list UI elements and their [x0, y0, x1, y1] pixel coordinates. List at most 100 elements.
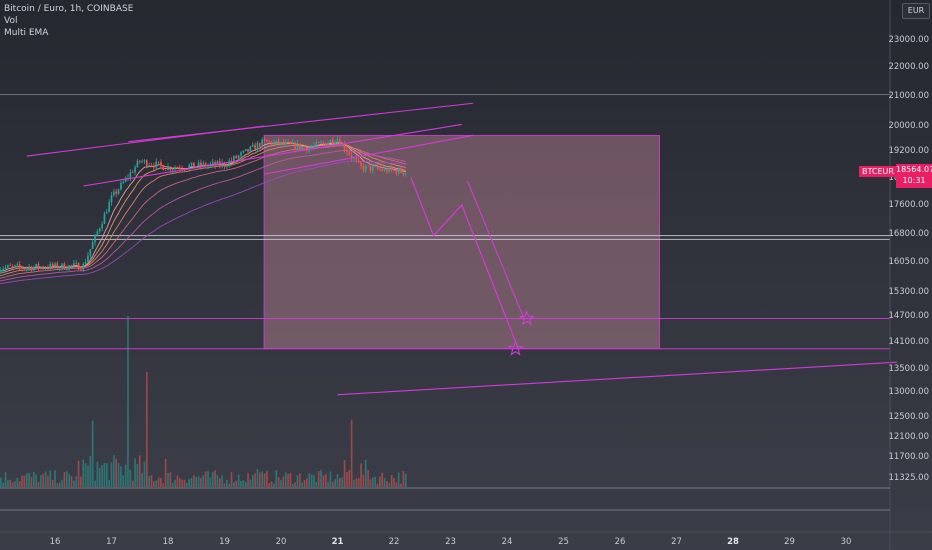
volume-bar: [115, 458, 118, 487]
candle-body: [28, 266, 30, 268]
volume-bar: [251, 475, 254, 487]
volume-bar: [400, 483, 402, 487]
currency-button[interactable]: EUR: [902, 3, 930, 19]
volume-bar: [367, 470, 369, 487]
volume-bar: [249, 479, 252, 487]
candle-body: [190, 162, 193, 166]
volume-bar: [237, 474, 240, 487]
candle-body: [148, 165, 150, 167]
candle-body: [108, 202, 110, 213]
volume-bar: [122, 475, 125, 487]
candle-body: [237, 155, 240, 159]
volume-bar: [117, 463, 120, 487]
volume-bar: [383, 477, 386, 487]
volume-bar: [308, 473, 311, 487]
volume-bar: [197, 476, 200, 487]
volume-bar: [404, 473, 407, 487]
candle-body: [371, 166, 374, 171]
target-zone: [263, 134, 660, 350]
volume-bar: [369, 479, 372, 487]
candle-body: [355, 158, 358, 161]
candle-body: [197, 162, 200, 167]
volume-bar: [11, 482, 14, 487]
volume-bar: [148, 476, 150, 487]
candle-body: [200, 162, 202, 167]
candle-body: [256, 143, 259, 150]
candle-body: [310, 147, 313, 149]
volume-bar: [244, 482, 247, 487]
volume-bar: [25, 473, 28, 487]
volume-bar: [103, 462, 106, 487]
candle-body: [155, 161, 158, 168]
volume-bar: [310, 474, 313, 487]
candle-body: [141, 161, 143, 163]
volume-bar: [153, 481, 155, 487]
legend-ema: Multi EMA: [4, 28, 49, 38]
candle-body: [350, 154, 353, 159]
candle-body: [404, 172, 407, 175]
volume-bar: [101, 464, 103, 487]
volume-bar: [242, 480, 245, 487]
candle-body: [117, 189, 120, 194]
volume-bar: [96, 461, 99, 487]
ema-line: [0, 150, 406, 282]
volume-bar: [77, 460, 80, 487]
legend-symbol: Bitcoin / Euro, 1h, COINBASE: [4, 4, 134, 14]
candle-body: [376, 166, 379, 169]
volume-bar: [82, 459, 85, 487]
volume-bar: [348, 469, 351, 487]
volume-bar: [339, 478, 341, 487]
candle-body: [317, 142, 320, 144]
candle-body: [65, 269, 68, 271]
volume-bar: [386, 481, 388, 487]
volume-bar: [207, 470, 209, 487]
volume-bar: [287, 474, 289, 487]
target-star-icon: [518, 309, 535, 326]
candle-body: [89, 249, 92, 256]
candle-body: [343, 143, 346, 151]
y-tick-label: 15300.00: [888, 286, 929, 297]
volume-bar: [263, 473, 266, 487]
candle-body: [402, 172, 405, 175]
volume-bar: [87, 465, 89, 487]
candle-body: [360, 162, 362, 167]
volume-bar: [341, 477, 344, 487]
volume-bar: [9, 479, 12, 487]
volume-bar: [256, 469, 259, 487]
y-tick-label: 12500.00: [888, 411, 929, 422]
projection-path: [410, 177, 519, 349]
volume-bar: [2, 482, 5, 487]
candle-body: [54, 263, 56, 267]
volume-bar: [289, 472, 292, 487]
candle-body: [4, 267, 7, 269]
volume-bar: [35, 474, 37, 487]
y-tick-label: 16800.00: [888, 228, 929, 239]
volume-bar: [202, 475, 205, 487]
candle-body: [388, 167, 391, 173]
candle-body: [68, 265, 70, 270]
candle-body: [167, 166, 169, 170]
volume-bar: [362, 474, 365, 487]
volume-bar: [0, 477, 2, 487]
y-tick-label: 12100.00: [888, 431, 929, 442]
volume-bar: [32, 471, 35, 487]
volume-bar: [282, 476, 285, 487]
volume-bar: [58, 482, 61, 487]
candle-body: [23, 268, 26, 270]
candle-body: [261, 139, 263, 147]
volume-bar: [402, 471, 405, 487]
candle-body: [331, 139, 334, 144]
legend-vol: Vol: [4, 16, 18, 26]
target-star-icon: [507, 340, 524, 356]
candle-body: [124, 177, 127, 182]
candle-body: [277, 140, 280, 145]
candle-body: [195, 166, 198, 168]
volume-bar: [145, 372, 148, 487]
volume-bar: [233, 482, 235, 487]
candle-body: [113, 191, 115, 196]
y-tick-label: 11700.00: [888, 452, 929, 463]
volume-bar: [94, 480, 96, 487]
candle-body: [390, 167, 393, 170]
volume-bar: [181, 479, 183, 487]
